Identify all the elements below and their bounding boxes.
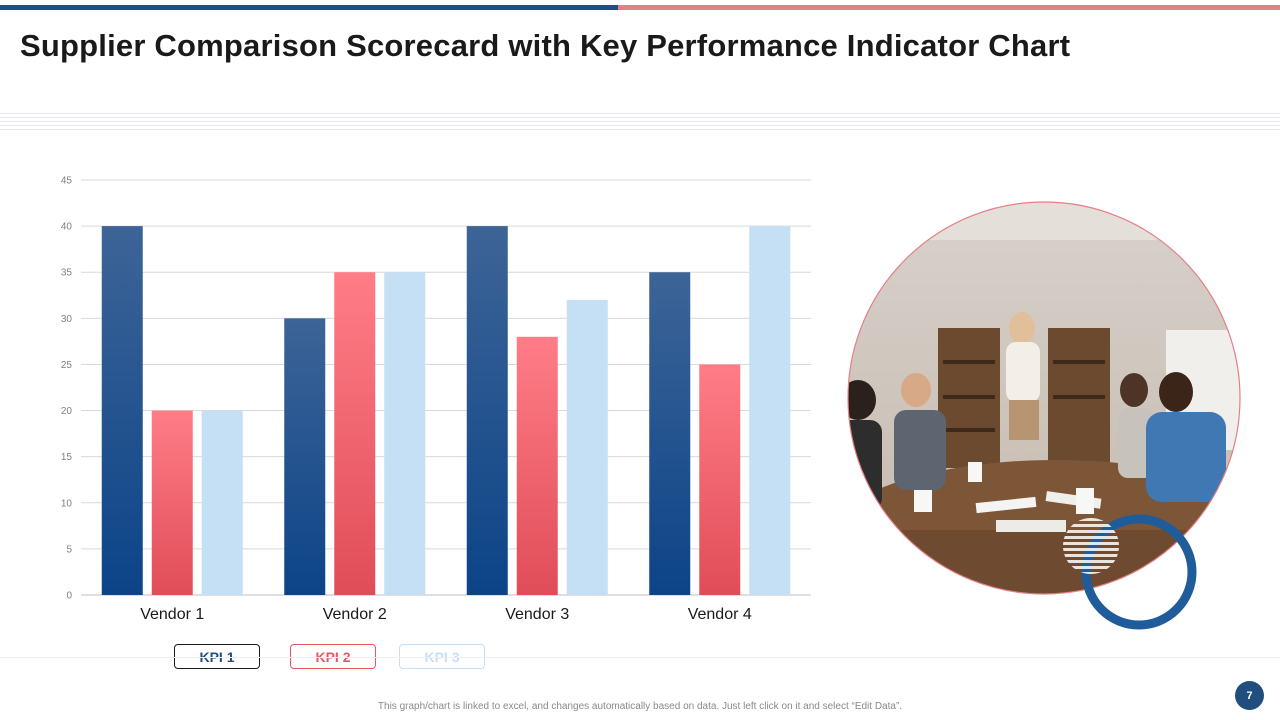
bar-vendor-4-kpi-1[interactable] <box>649 272 691 595</box>
x-tick-label: Vendor 3 <box>505 606 569 623</box>
page-number-badge: 7 <box>1235 681 1264 710</box>
x-tick-label: Vendor 4 <box>688 606 752 623</box>
title-divider <box>0 113 1280 135</box>
legend-kpi-2[interactable]: KPI 2 <box>290 644 376 669</box>
bar-vendor-3-kpi-3[interactable] <box>566 299 608 595</box>
bar-vendor-2-kpi-1[interactable] <box>284 318 326 595</box>
footnote: This graph/chart is linked to excel, and… <box>377 701 903 712</box>
legend-kpi-1[interactable]: KPI 1 <box>174 644 260 669</box>
bar-vendor-1-kpi-3[interactable] <box>201 410 243 595</box>
x-tick-label: Vendor 2 <box>323 606 387 623</box>
y-tick-label: 15 <box>61 452 73 463</box>
bar-vendor-1-kpi-1[interactable] <box>101 226 143 595</box>
bar-vendor-4-kpi-3[interactable] <box>749 226 791 595</box>
bar-vendor-1-kpi-2[interactable] <box>151 410 193 595</box>
bar-chart[interactable]: 0 5 10 15 20 25 30 35 40 45 Vendor 1 Vendor 2 Vendor… <box>0 160 830 630</box>
y-tick-label: 0 <box>66 591 72 602</box>
bar-vendor-3-kpi-1[interactable] <box>466 226 508 595</box>
page-title: Supplier Comparison Scorecard with Key P… <box>20 28 1071 63</box>
x-tick-label: Vendor 1 <box>140 606 204 623</box>
y-tick-label: 30 <box>61 314 73 325</box>
bar-vendor-2-kpi-2[interactable] <box>334 272 376 595</box>
y-tick-label: 20 <box>61 406 73 417</box>
bar-vendor-2-kpi-3[interactable] <box>384 272 426 595</box>
y-tick-label: 25 <box>61 360 73 371</box>
bar-vendor-3-kpi-2[interactable] <box>516 336 558 595</box>
y-tick-label: 40 <box>61 222 73 233</box>
y-tick-label: 35 <box>61 268 73 279</box>
decorative-ring <box>1063 514 1197 630</box>
bar-vendor-4-kpi-2[interactable] <box>699 364 741 595</box>
y-tick-label: 10 <box>61 498 73 509</box>
y-tick-label: 45 <box>61 176 73 187</box>
top-accent-bar-blue <box>0 5 618 10</box>
legend-kpi-3[interactable]: KPI 3 <box>399 644 485 669</box>
y-tick-label: 5 <box>66 544 72 555</box>
top-accent-bar-pink <box>618 5 1280 10</box>
footer-divider <box>0 657 1280 658</box>
